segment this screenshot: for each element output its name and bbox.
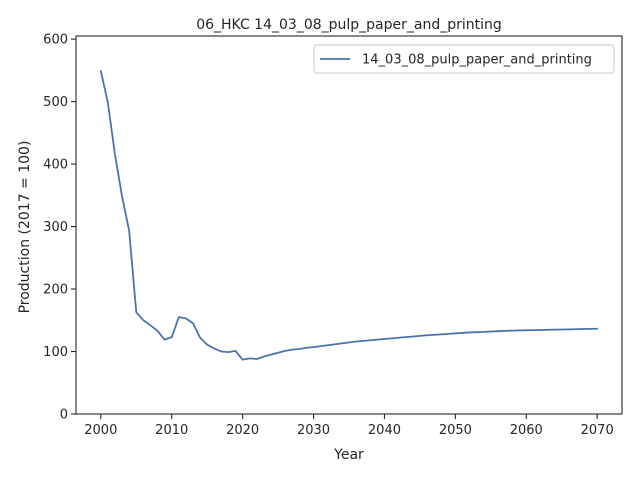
x-axis-label: Year bbox=[333, 447, 364, 463]
y-axis-label: Production (2017 = 100) bbox=[17, 141, 33, 314]
chart-title: 06_HKC 14_03_08_pulp_paper_and_printing bbox=[196, 17, 502, 33]
x-tick-label: 2070 bbox=[581, 423, 614, 438]
y-tick-label: 500 bbox=[43, 95, 68, 110]
x-tick-label: 2000 bbox=[84, 423, 117, 438]
plot-area: 0 100 200 300 400 500 600 2000 2010 2020 2030 2040 2… bbox=[43, 33, 623, 438]
x-tick-label: 2050 bbox=[439, 423, 472, 438]
y-tick-label: 200 bbox=[43, 283, 68, 298]
legend-label: 14_03_08_pulp_paper_and_printing bbox=[362, 53, 592, 68]
x-tick-label: 2040 bbox=[368, 423, 401, 438]
series-line bbox=[99, 70, 599, 361]
legend-box bbox=[313, 44, 615, 74]
x-tick-label: 2060 bbox=[510, 423, 543, 438]
y-tick-label: 0 bbox=[60, 408, 68, 423]
x-tick-label: 2020 bbox=[226, 423, 259, 438]
legend: 14_03_08_pulp_paper_and_printing bbox=[313, 44, 615, 74]
y-tick-label: 600 bbox=[43, 33, 68, 48]
y-tick-label: 100 bbox=[43, 345, 68, 360]
x-tick-label: 2030 bbox=[297, 423, 330, 438]
x-tick-label: 2010 bbox=[155, 423, 188, 438]
plot-frame bbox=[75, 35, 623, 415]
y-tick-label: 300 bbox=[43, 220, 68, 235]
y-tick-label: 400 bbox=[43, 158, 68, 173]
